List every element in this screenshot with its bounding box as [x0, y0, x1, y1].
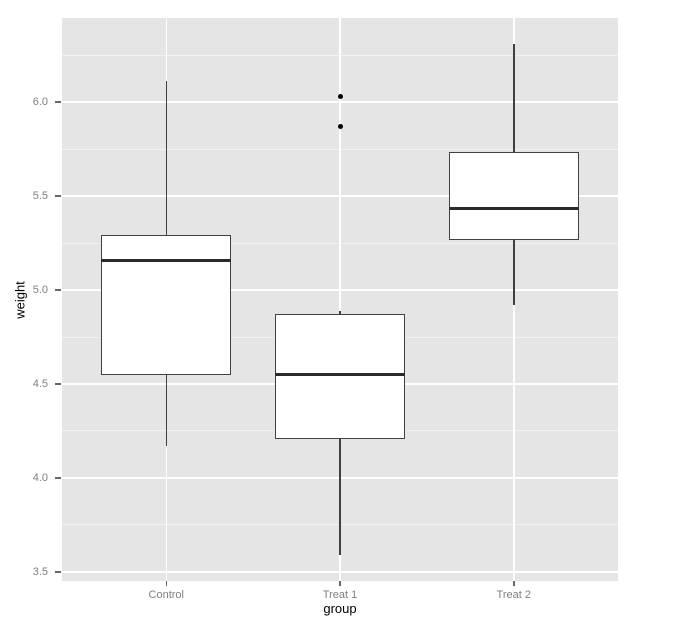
boxplot-whisker-lower — [339, 438, 341, 556]
boxplot-median — [274, 373, 406, 377]
x-tick-mark — [339, 581, 341, 586]
boxplot-median — [448, 206, 579, 210]
y-tick-label: 5.0 — [32, 284, 48, 296]
y-tick-label: 5.5 — [32, 190, 48, 203]
plot-panel — [62, 18, 618, 581]
y-tick-mark — [55, 571, 61, 573]
grid-vertical-line — [339, 18, 341, 581]
x-tick-label: Treat 2 — [496, 589, 531, 601]
boxplot-box — [448, 151, 579, 240]
y-tick-mark — [55, 195, 61, 197]
y-tick-mark — [55, 477, 61, 479]
y-tick-label: 3.5 — [32, 565, 48, 578]
x-tick-mark — [513, 581, 515, 586]
boxplot-whisker-upper — [339, 310, 341, 315]
outlier-point — [337, 123, 343, 129]
x-tick-label: Treat 1 — [322, 589, 358, 601]
y-tick-mark — [55, 289, 61, 291]
x-tick-label: Control — [148, 589, 184, 601]
x-tick-mark — [165, 581, 167, 586]
y-tick-mark — [55, 383, 61, 385]
boxplot-whisker-lower — [165, 375, 167, 447]
x-axis-title: group — [323, 601, 357, 616]
boxplot-whisker-upper — [165, 81, 167, 236]
boxplot-box — [101, 235, 232, 376]
boxplot-box — [274, 314, 406, 439]
boxplot-median — [101, 259, 232, 263]
y-tick-label: 4.5 — [32, 377, 48, 390]
outlier-point — [337, 93, 343, 99]
y-tick-label: 6.0 — [32, 96, 48, 109]
boxplot-whisker-lower — [513, 239, 515, 306]
y-tick-label: 4.0 — [32, 471, 48, 484]
y-tick-mark — [55, 101, 61, 103]
boxplot-whisker-upper — [513, 43, 515, 152]
